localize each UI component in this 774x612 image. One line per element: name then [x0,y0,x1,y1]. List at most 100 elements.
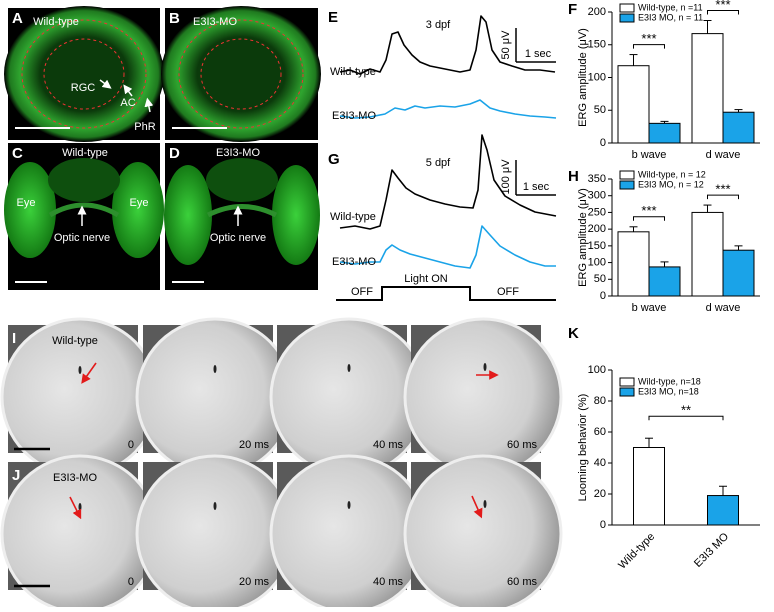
label: Eye [130,197,149,209]
trace-label: E3I3-MO [332,110,376,122]
trace-label: Wild-type [330,211,376,223]
significance-label: *** [641,31,656,46]
panel-label: E [328,9,338,26]
y-tick-label: 50 [594,273,606,285]
trace-label: Wild-type [330,66,376,78]
fish [213,365,217,373]
legend-swatch [619,180,635,190]
y-tick-label: 100 [588,256,606,268]
label: E3I3-MO [216,147,260,159]
time-label: 40 ms [373,576,403,588]
y-tick-label: 100 [588,71,606,83]
bar [691,211,724,297]
panel-d: D E3I3-MO Optic nerve [164,143,320,290]
time-label: 40 ms [373,439,403,451]
bar [722,111,755,144]
scale-label: 1 sec [523,181,550,193]
time-label: 0 [128,576,134,588]
y-tick-label: 200 [588,223,606,235]
panel-e: E 3 dpf 50 μV 1 sec Wild-type E3I3-MO [328,9,557,122]
legend-label: E3I3 MO, n = 12 [638,179,704,189]
title: Wild-type [52,335,98,347]
bar [617,65,650,144]
label: AC [120,97,135,109]
panel-label: C [12,145,23,162]
dish [403,317,563,477]
panel-label: G [328,151,340,168]
stimulus-label: Light ON [404,273,447,285]
stimulus-label: OFF [351,286,373,298]
dish [403,454,563,612]
panel-c: C Wild-type Eye Eye Optic nerve [4,143,164,290]
label: PhR [134,121,155,133]
y-tick-label: 300 [588,190,606,202]
legend-label: E3I3 MO, n=18 [638,386,699,396]
legend-swatch [619,3,635,13]
bar [648,266,681,297]
y-tick-label: 0 [600,137,606,149]
bar [722,249,755,297]
legend-label: Wild-type, n=18 [638,376,701,386]
scale-label: 1 sec [525,48,552,60]
y-tick-label: 150 [588,240,606,252]
title: 5 dpf [426,157,451,169]
x-tick-label: d wave [706,302,741,314]
legend-swatch [619,387,635,397]
legend-label: Wild-type, n =11 [638,2,703,12]
label: Wild-type [33,16,79,28]
significance-label: *** [715,0,730,12]
y-tick-label: 250 [588,206,606,218]
trace-label: E3I3-MO [332,256,376,268]
panel-label: I [12,330,16,347]
time-label: 60 ms [507,439,537,451]
panel-label: H [568,168,579,185]
significance-bracket [633,44,665,49]
significance-bracket [648,415,724,421]
significance-bracket [707,194,739,200]
title: E3I3-MO [53,472,97,484]
x-tick-label: E3I3 MO [692,530,731,569]
behavior-images: 0 20 ms 40 ms 60 ms I Wild-type 0 20 ms 40 ms 60 … [0,317,563,612]
y-tick-label: 80 [594,395,606,407]
fish [78,366,82,374]
scale-label: 50 μV [500,30,512,60]
panel-b: B E3I3-MO [161,6,321,142]
panel-label: K [568,325,579,342]
y-axis-label: Looming behavior (%) [577,394,589,502]
label: Eye [17,197,36,209]
fish [483,363,487,371]
arrow [69,496,82,520]
legend-swatch [619,377,635,387]
time-label: 20 ms [239,576,269,588]
stimulus-label: OFF [497,286,519,298]
time-label: 60 ms [507,576,537,588]
label: RGC [71,82,96,94]
bar [648,122,681,144]
fish [213,502,217,510]
y-tick-label: 200 [588,6,606,18]
bar [691,33,724,144]
label: Optic nerve [210,232,266,244]
panel-a: A Wild-type RGC AC PhR [4,6,164,142]
y-tick-label: 350 [588,173,606,185]
y-tick-label: 0 [600,290,606,302]
x-tick-label: d wave [706,149,741,161]
panel-label: J [12,467,20,484]
fish [78,503,82,511]
legend-label: E3I3 MO, n = 11 [638,12,703,22]
y-tick-label: 0 [600,519,606,531]
label: E3I3-MO [193,16,237,28]
title: 3 dpf [426,19,451,31]
bar [633,447,665,526]
panel-label: D [169,145,180,162]
bar [707,495,739,526]
bar [617,231,650,297]
x-tick-label: Wild-type [616,531,657,572]
x-tick-label: b wave [632,302,667,314]
scale-label: 100 μV [500,159,512,195]
y-tick-label: 100 [588,364,606,376]
legend-label: Wild-type, n = 12 [638,169,706,179]
y-tick-label: 60 [594,426,606,438]
